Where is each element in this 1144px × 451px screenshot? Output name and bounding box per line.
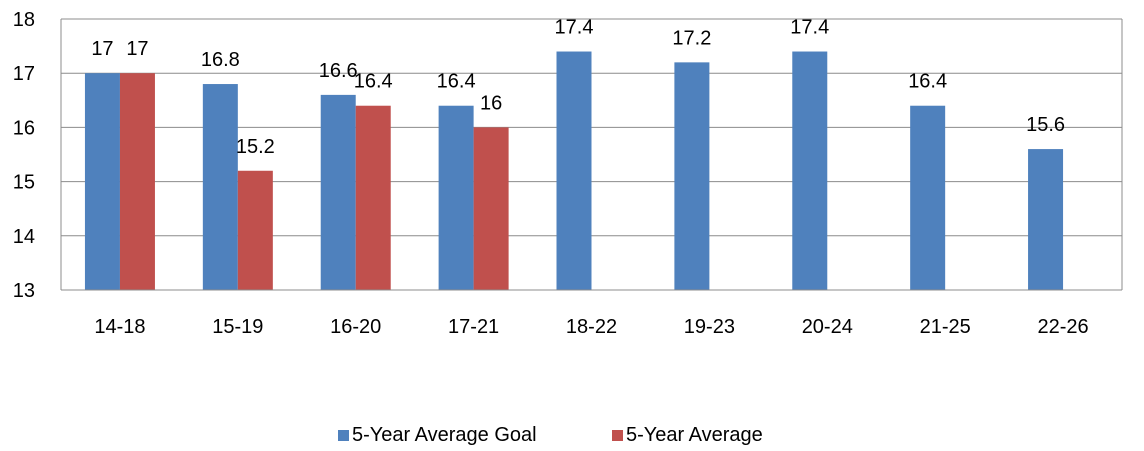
bar-average: [473, 127, 509, 291]
y-tick-label: 13: [13, 280, 35, 302]
x-tick-label: 14-18: [94, 316, 145, 338]
bar-goal: [84, 73, 120, 290]
bar-goal: [1028, 149, 1064, 290]
x-tick-label: 19-23: [684, 316, 735, 338]
data-label: 16.8: [201, 49, 240, 71]
bar-average: [119, 73, 155, 290]
data-label: 17.4: [555, 17, 594, 39]
data-label: 16.4: [437, 71, 476, 93]
x-tick-label: 22-26: [1037, 316, 1088, 338]
bar-goal: [202, 84, 238, 290]
data-label: 16.4: [908, 71, 947, 93]
x-tick-label: 16-20: [330, 316, 381, 338]
data-label: 17: [126, 38, 148, 60]
data-label: 16: [480, 92, 502, 114]
y-tick-label: 17: [13, 63, 35, 85]
bar-goal: [320, 94, 356, 290]
data-label: 17: [91, 38, 113, 60]
y-tick-label: 16: [13, 117, 35, 139]
data-label: 15.2: [236, 136, 275, 158]
bar-goal: [438, 105, 474, 290]
y-tick-label: 18: [13, 9, 35, 31]
bar-goal: [910, 105, 946, 290]
x-tick-label: 17-21: [448, 316, 499, 338]
bar-goal: [556, 51, 592, 290]
x-tick-label: 15-19: [212, 316, 263, 338]
y-tick-label: 14: [13, 226, 35, 248]
legend-label-goal: 5-Year Average Goal: [352, 424, 537, 446]
bar-average: [355, 105, 391, 290]
legend: 5-Year Average Goal 5-Year Average: [338, 424, 763, 446]
bar-average: [237, 170, 273, 290]
legend-swatch-goal: [338, 430, 349, 441]
x-tick-label: 18-22: [566, 316, 617, 338]
x-tick-label: 20-24: [802, 316, 853, 338]
bars: [84, 51, 1064, 291]
y-axis: 13 14 15 16 17 18: [13, 9, 1123, 302]
y-tick-label: 15: [13, 172, 35, 194]
legend-swatch-average: [612, 430, 623, 441]
data-label: 15.6: [1026, 114, 1065, 136]
data-label: 17.4: [790, 17, 829, 39]
data-label: 17.2: [672, 27, 711, 49]
bar-goal: [674, 62, 710, 290]
x-tick-label: 21-25: [920, 316, 971, 338]
legend-label-average: 5-Year Average: [626, 424, 763, 446]
bar-goal: [792, 51, 828, 290]
x-axis: 14-18 15-19 16-20 17-21 18-22 19-23 20-24 21-25…: [61, 289, 1122, 338]
data-label: 16.6: [319, 60, 358, 82]
data-label: 16.4: [354, 71, 393, 93]
